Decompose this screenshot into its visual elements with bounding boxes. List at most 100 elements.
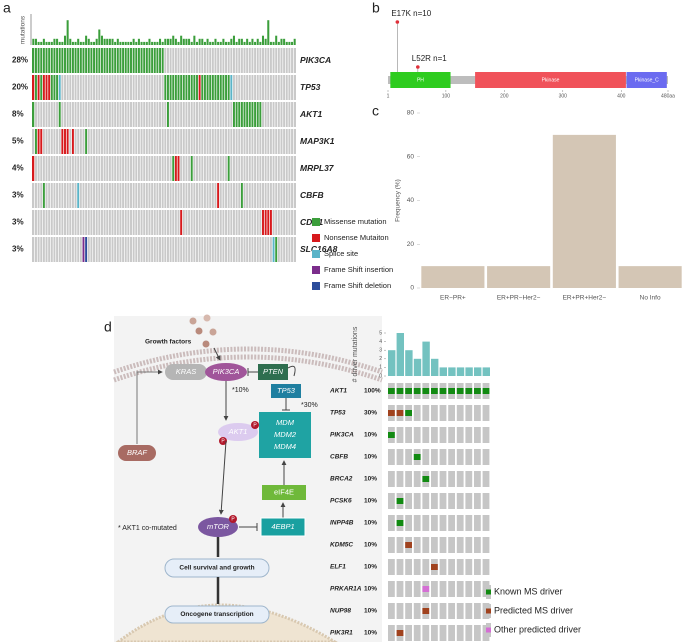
x-tick-label: ER+PR−Her2− [497, 295, 541, 302]
empty-cell [388, 559, 395, 575]
mutation-cell [232, 102, 262, 127]
count-bar [431, 358, 439, 376]
empty-cell [439, 471, 447, 487]
empty-cell [439, 559, 447, 575]
mutation-cell [61, 129, 69, 154]
count-bar [456, 367, 465, 376]
empty-cell [413, 515, 421, 531]
empty-cell [482, 515, 490, 531]
legend-swatch [486, 589, 491, 595]
count-bar [71, 41, 74, 45]
mutation-cell [34, 129, 38, 154]
gene-label: ELF1 [330, 564, 346, 571]
frequency-label: 3% [12, 245, 24, 254]
empty-cell [439, 515, 447, 531]
frequency-label: 10% [364, 454, 377, 461]
count-bar [439, 367, 447, 376]
empty-cell [448, 603, 455, 619]
domain [626, 72, 667, 88]
gene-label: CDH1 [300, 217, 323, 227]
frequency-label: 8% [12, 110, 24, 119]
count-bar [135, 41, 138, 45]
empty-cell [448, 559, 455, 575]
count-bar [238, 38, 241, 45]
driver-cell [388, 410, 395, 416]
empty-cell [422, 427, 430, 443]
count-bar [225, 41, 228, 45]
empty-cell [482, 449, 490, 465]
count-bar [217, 41, 220, 45]
gene-label: PIK3CA [330, 432, 354, 439]
count-bar [79, 41, 82, 45]
gene-label: INPP4B [330, 520, 354, 527]
mutation-cell [71, 129, 75, 154]
driver-cell [422, 608, 430, 614]
empty-cell [474, 449, 481, 465]
empty-cell [431, 515, 438, 531]
growth-factor [189, 317, 197, 325]
legend-label: Predicted MS driver [494, 605, 573, 615]
count-bar [106, 38, 109, 45]
y-tick-label: 0 [410, 285, 414, 292]
empty-cell [448, 625, 455, 641]
x-tick-label: ER+PR+Her2− [563, 295, 607, 302]
mutation-cell [42, 183, 46, 208]
empty-cell [431, 581, 438, 597]
y-tick-label: 1 [379, 365, 382, 371]
count-bar [63, 35, 67, 45]
gene-label: AKT1 [329, 388, 347, 395]
node [205, 363, 247, 381]
mutation-cell [58, 75, 62, 100]
count-bar [293, 38, 296, 45]
node-label: 4EBP1 [271, 522, 294, 531]
y-tick-label: 2 [379, 356, 382, 362]
y-tick-label: 3 [379, 348, 382, 354]
empty-cell [456, 603, 464, 619]
empty-cell [456, 493, 464, 509]
count-bar [77, 38, 80, 45]
count-bar [129, 41, 133, 45]
empty-cell [465, 427, 473, 443]
empty-cell [405, 603, 412, 619]
panel-label: c [372, 103, 379, 119]
empty-cell [388, 493, 395, 509]
count-bar [34, 38, 37, 45]
count-bar [132, 38, 135, 45]
empty-cell [439, 449, 447, 465]
count-bar [48, 41, 51, 45]
count-bar [169, 38, 172, 45]
count-bar [267, 20, 270, 45]
count-bar [85, 35, 88, 45]
driver-cell [413, 454, 421, 460]
empty-cell [405, 559, 412, 575]
empty-cell [465, 559, 473, 575]
empty-cell [448, 471, 455, 487]
mutation-cell [216, 183, 220, 208]
node-label: PIK3CA [213, 367, 240, 376]
count-bar [291, 41, 294, 45]
empty-cell [422, 449, 430, 465]
driver-cell [431, 564, 438, 570]
outcome-label: Cell survival and growth [179, 565, 254, 572]
count-bar [188, 38, 191, 45]
empty-cell [413, 537, 421, 553]
count-bar [93, 41, 96, 45]
count-bar [259, 41, 262, 45]
x-tick-label: 1 [387, 93, 390, 99]
count-bar [288, 41, 291, 45]
legend-swatch [312, 266, 320, 274]
count-bar [151, 41, 154, 45]
mutation-cell [274, 237, 278, 262]
mutation-cell [76, 183, 80, 208]
y-tick-label: 80 [407, 110, 415, 117]
count-bar [203, 41, 206, 45]
pathway-diagram: Growth factors KRAS PIK3CA *10% PTEN TP5… [113, 314, 383, 642]
outcome-box [164, 605, 270, 624]
domain-label: PH [417, 77, 424, 83]
gene-label: NUP98 [330, 608, 351, 615]
empty-cell [422, 559, 430, 575]
growth-factors-label: Growth factors [145, 339, 192, 346]
empty-cell [439, 581, 447, 597]
count-bar [214, 38, 217, 45]
